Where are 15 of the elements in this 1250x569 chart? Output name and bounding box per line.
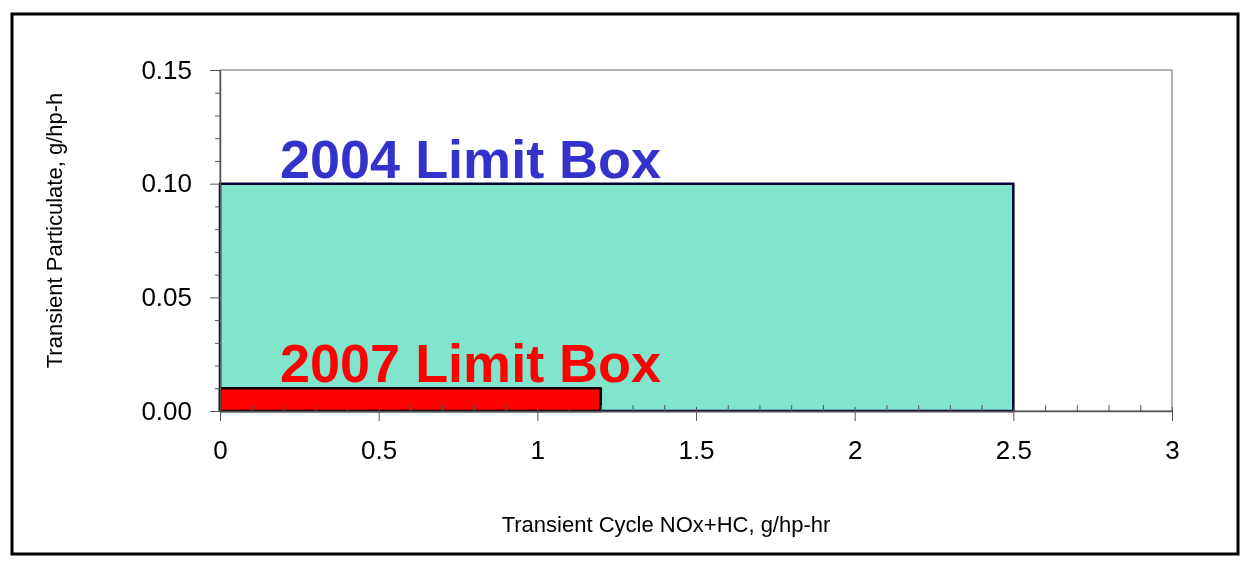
- x-tick-label: 1.5: [678, 435, 715, 466]
- x-tick-label: 3: [1165, 435, 1180, 466]
- y-axis-title: Transient Particulate, g/hp-h: [42, 92, 67, 369]
- y-tick-label: 0.05: [141, 282, 192, 313]
- y-tick-label: 0.10: [141, 168, 192, 199]
- y-tick-label: 0.15: [141, 54, 192, 85]
- x-tick-label: 0: [213, 435, 228, 466]
- x-tick-label: 2: [847, 435, 863, 466]
- x-axis-title: Transient Cycle NOx+HC, g/hp-hr: [501, 512, 831, 537]
- y-tick-label: 0.00: [141, 395, 192, 426]
- series-label: 2007 Limit Box: [280, 333, 662, 394]
- x-tick-label: 0.5: [361, 435, 398, 466]
- series-label: 2004 Limit Box: [280, 128, 662, 189]
- x-tick-label: 2.5: [995, 435, 1032, 466]
- x-tick-label: 1: [530, 435, 546, 466]
